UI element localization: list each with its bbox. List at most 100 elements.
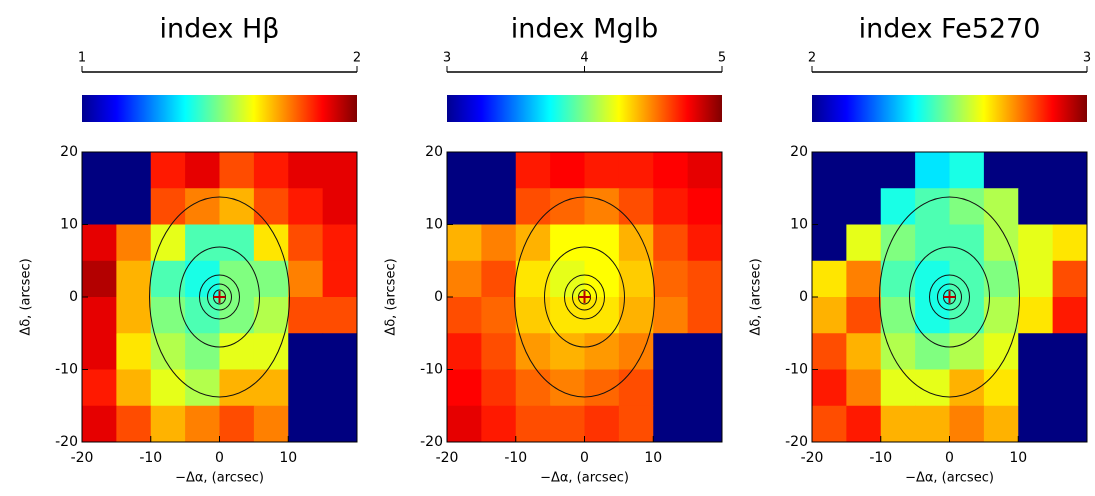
y-tick-label: 0 [69,289,78,305]
map-cell [185,405,220,443]
map-cell [915,224,950,262]
map-cell [219,188,255,225]
map-cell [687,297,723,334]
y-tick-label: 10 [790,217,808,233]
map-cell [949,297,985,334]
map-cell [322,152,358,189]
contour [199,274,240,320]
map-cell [322,224,358,262]
map-cell [584,297,620,334]
map-cell [481,188,517,225]
map-cell [1052,152,1088,189]
map-cell [915,188,950,225]
map-cell [185,297,220,334]
map-cell [880,152,916,189]
map-cell [1018,188,1054,225]
contour [879,196,1020,398]
map-cell [618,188,654,225]
map-cell [219,297,255,334]
map-cell [1052,405,1088,443]
map-cell [915,152,950,189]
y-tick-label: 0 [799,289,808,305]
map-cell [915,333,950,370]
map-cell [219,405,255,443]
x-tick-label: 0 [215,450,224,466]
x-tick-label: 10 [644,450,662,466]
map-cell [618,405,654,443]
map-cell [82,297,117,334]
map-cell [653,260,689,298]
map-cell [812,188,847,225]
y-axis-label: Δδ, (arcsec) [19,258,34,335]
colorbar-tick-label: 2 [353,51,361,66]
panel-title: index Hβ [160,14,280,45]
map-cell [584,188,620,225]
map-cell [1018,333,1054,370]
contour [909,246,990,348]
map-cell [82,260,117,298]
map-cell [481,297,517,334]
map-cell [949,333,985,370]
map-cell [322,405,358,443]
map-cell [219,224,255,262]
map-cell [150,333,186,370]
map-cell [653,152,689,189]
map-cell [1018,224,1054,262]
y-tick-label: 20 [60,144,78,160]
map-cell [288,405,324,443]
map-cell [880,369,916,407]
map-cell [288,152,324,189]
colorbar-tick-label: 3 [443,51,451,66]
map-cell [116,260,152,298]
map-cell [322,260,358,298]
map-cell [846,188,882,225]
map-cell [1052,188,1088,225]
map-cell [812,297,847,334]
map-cell [949,152,985,189]
panel-title: index Mglb [511,14,659,45]
map-cell [82,405,117,443]
map-cell [481,152,517,189]
map-cell [515,260,551,298]
colorbar-tick-label: 2 [808,51,816,66]
map-cell [1018,260,1054,298]
colorbar-tick-label: 4 [580,51,588,66]
map-cell [584,333,620,370]
map-cell [116,369,152,407]
map-cell [185,188,220,225]
map-cell [116,405,152,443]
map-cell [846,297,882,334]
map-cell [584,260,620,298]
y-tick-label: -20 [55,434,78,450]
x-tick-label: 0 [945,450,954,466]
x-tick-label: -20 [71,450,94,466]
map-cell [687,224,723,262]
map-cell [880,297,916,334]
y-tick-label: -10 [785,362,808,378]
map-cell [846,405,882,443]
map-cell [915,405,950,443]
map-cell [846,333,882,370]
map-cell [185,224,220,262]
map-cell [253,369,289,407]
map-cell [150,188,186,225]
map-cell [515,333,551,370]
map-cell [82,369,117,407]
map-cell [812,405,847,443]
x-tick-label: 10 [1009,450,1027,466]
map-cell [288,260,324,298]
map-cell [322,333,358,370]
panel-title: index Fe5270 [859,14,1041,45]
x-tick-label: -20 [436,450,459,466]
map-cell [1018,152,1054,189]
map-cell [82,224,117,262]
map-cell [550,260,585,298]
center-marker [943,291,956,303]
map-cell [116,224,152,262]
map-cell [185,260,220,298]
map-cell [880,260,916,298]
map-cell [150,405,186,443]
map-cell [812,369,847,407]
map-cell [82,188,117,225]
